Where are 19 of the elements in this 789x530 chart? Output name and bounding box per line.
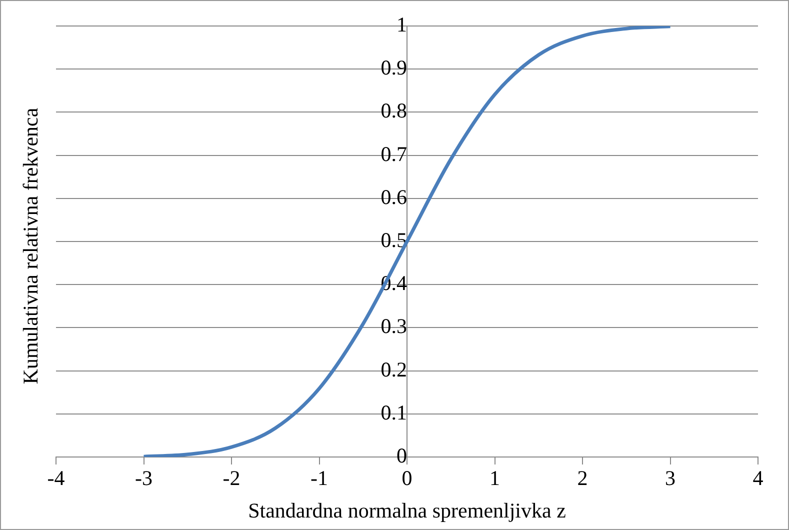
x-tick-label: 4 (752, 466, 764, 490)
x-tick-label: -4 (47, 466, 66, 490)
x-tick-label: 3 (665, 466, 676, 490)
y-tick-label: 0.8 (380, 98, 407, 123)
y-tick-label: 0.7 (380, 142, 407, 166)
x-tick-label: -1 (310, 466, 328, 490)
y-tick-label: 0.3 (380, 314, 407, 338)
x-axis-title: Standardna normalna spremenljivka z (248, 498, 566, 522)
y-tick-label: 0 (396, 444, 407, 468)
x-tick-label: 2 (577, 466, 588, 490)
x-tick-label: -3 (135, 466, 152, 490)
y-tick-label: 0.6 (380, 184, 407, 209)
y-tick-label: 0.9 (380, 56, 407, 80)
y-tick-label: 0.2 (380, 357, 407, 382)
y-tick-label: 0.1 (380, 400, 407, 424)
x-tick-label: 1 (490, 466, 500, 490)
x-tick-label: -2 (222, 466, 240, 490)
y-axis-title: Kumulativna relativna frekvenca (18, 108, 44, 384)
y-tick-label: 1 (396, 12, 407, 37)
